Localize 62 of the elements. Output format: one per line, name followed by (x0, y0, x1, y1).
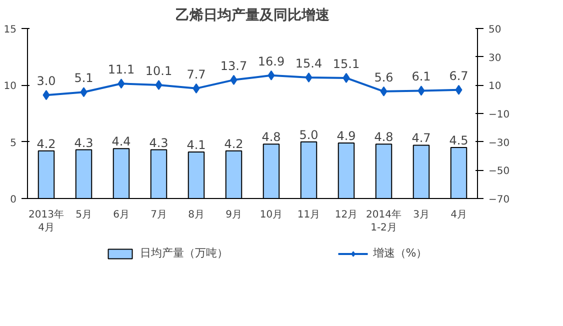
y2-tick-label: 30 (488, 52, 502, 64)
data-label: 3.0 (36, 74, 56, 88)
data-label: 7.7 (186, 67, 206, 82)
point (230, 74, 238, 85)
point (268, 70, 275, 80)
legend-label: 日均产量（万吨） (140, 246, 228, 260)
data-label: 5.6 (374, 70, 394, 84)
data-label: 6.1 (412, 70, 431, 84)
point (192, 83, 200, 94)
y2-tick-label: −50 (488, 166, 510, 178)
point (118, 78, 125, 89)
chart-title: 乙烯日均产量及同比增速 (176, 6, 330, 24)
x-tick-label: 5月 (76, 210, 92, 220)
data-label: 4.5 (449, 134, 468, 148)
data-label: 10.1 (145, 64, 172, 78)
data-label: 4.8 (374, 130, 394, 144)
x-tick-label: 2013年 4月 (28, 208, 64, 234)
x-tick-label: 6月 (113, 210, 130, 220)
data-label: 4.3 (149, 136, 168, 150)
y-tick-label: 15 (4, 24, 17, 36)
data-label: 5.0 (299, 128, 318, 142)
data-label: 4.1 (186, 138, 206, 152)
x-tick-label: 9月 (226, 210, 242, 220)
point (42, 90, 50, 100)
y-tick-label: 10 (4, 81, 17, 92)
x-tick-label: 2014年 1-2月 (366, 208, 402, 234)
data-label: 4.9 (336, 128, 356, 143)
y-tick-label: 5 (10, 138, 17, 149)
data-label: 4.7 (412, 131, 431, 146)
y2-tick-label: 50 (488, 24, 502, 36)
data-label: 15.4 (295, 56, 322, 71)
x-tick-label: 3月 (413, 210, 430, 220)
y2-tick-label: −10 (488, 110, 510, 120)
data-label: 11.1 (108, 62, 135, 77)
y-tick-label: 0 (10, 194, 17, 206)
y2-tick-label: 10 (488, 81, 502, 92)
x-tick-label: 10月 (260, 210, 283, 220)
point (155, 80, 162, 90)
point (80, 87, 88, 98)
data-label: 16.9 (258, 54, 285, 68)
point (455, 84, 462, 95)
x-tick-label: 12月 (334, 210, 358, 220)
point (342, 72, 350, 83)
data-label: 4.2 (36, 136, 56, 151)
data-label: 15.1 (332, 56, 360, 71)
data-label: 13.7 (220, 58, 248, 73)
data-label: 4.4 (112, 134, 131, 149)
point (305, 72, 312, 83)
x-tick-label: 8月 (188, 210, 204, 220)
y2-tick-label: −70 (488, 194, 510, 206)
data-label: 4.3 (74, 136, 94, 150)
data-label: 6.7 (449, 68, 468, 83)
x-tick-label: 4月 (450, 210, 467, 220)
point (380, 86, 388, 96)
legend-label: 增速（%） (372, 246, 428, 260)
point (418, 86, 425, 96)
data-label: 4.8 (262, 130, 281, 144)
x-tick-label: 11月 (297, 210, 320, 220)
data-label: 5.1 (74, 71, 94, 86)
data-label: 4.2 (224, 136, 244, 151)
x-tick-label: 7月 (150, 210, 167, 220)
y2-tick-label: −30 (488, 138, 510, 149)
